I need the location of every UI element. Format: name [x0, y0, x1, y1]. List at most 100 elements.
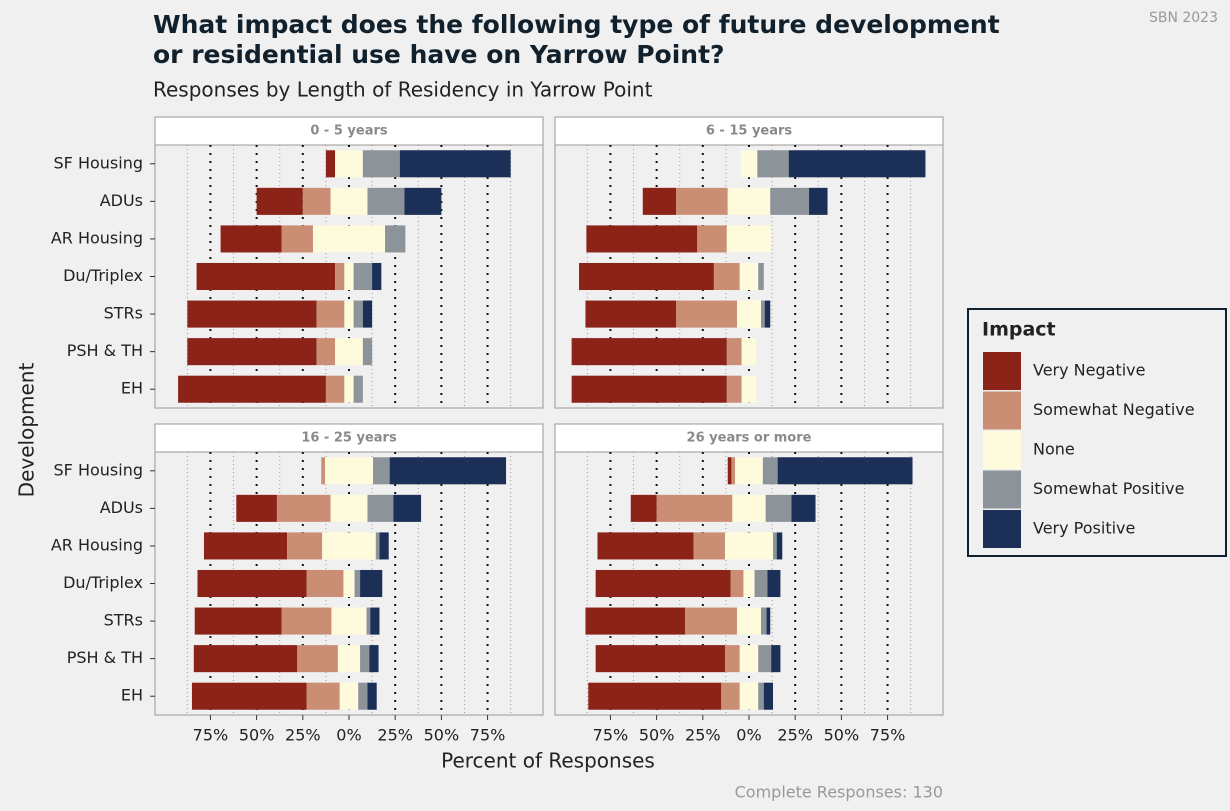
- bar-segment: [724, 645, 740, 673]
- bar-segment: [697, 225, 727, 253]
- bar-segment: [685, 607, 737, 635]
- legend-label: Very Positive: [1033, 519, 1135, 538]
- y-tick-label: SF Housing: [54, 153, 143, 172]
- bar-segment: [353, 300, 363, 328]
- caption: Complete Responses: 130: [735, 783, 943, 802]
- y-tick-label: PSH & TH: [67, 341, 143, 360]
- y-tick-label: AR Housing: [51, 535, 143, 554]
- bar-segment: [776, 532, 783, 560]
- bar-segment: [788, 150, 926, 178]
- strip: [154, 116, 544, 146]
- x-tick-label: 0%: [336, 726, 361, 745]
- bar-segment: [343, 569, 355, 598]
- bar-segment: [758, 682, 764, 710]
- bar-segment: [362, 338, 373, 366]
- bar-segment: [196, 262, 336, 291]
- y-tick-label: Du/Triplex: [63, 573, 143, 592]
- strip: [554, 423, 944, 453]
- bar-segment: [316, 338, 336, 366]
- bar-segment: [767, 569, 781, 598]
- bar-segment: [726, 225, 772, 253]
- bar-segment: [360, 645, 370, 673]
- bar-segment: [389, 457, 507, 485]
- bar-segment: [302, 187, 331, 215]
- bar-segment: [344, 262, 354, 291]
- legend-label: Very Negative: [1033, 361, 1145, 380]
- bar-segment: [727, 457, 732, 485]
- legend-key: [983, 510, 1021, 548]
- y-tick-label: STRs: [104, 304, 143, 323]
- bar-segment: [321, 457, 325, 485]
- bar-segment: [571, 338, 727, 366]
- bar-segment: [791, 494, 816, 522]
- source: SBN 2023: [1149, 10, 1218, 26]
- y-tick-label: SF Housing: [54, 460, 143, 479]
- x-tick-label: 75%: [470, 726, 506, 745]
- x-tick-label: 50%: [239, 726, 275, 745]
- bar-segment: [758, 262, 764, 291]
- bar-segment: [335, 262, 345, 291]
- x-tick-label: 75%: [193, 726, 229, 745]
- bar-segment: [191, 682, 307, 710]
- bar-segment: [597, 532, 694, 560]
- bar-segment: [367, 682, 377, 710]
- x-tick-label: 25%: [285, 726, 321, 745]
- bar-segment: [367, 187, 405, 215]
- bar-segment: [676, 300, 737, 328]
- bar-segment: [741, 338, 757, 366]
- bar-segment: [331, 607, 367, 635]
- panel-title: 6 - 15 years: [706, 124, 793, 139]
- bar-segment: [339, 682, 359, 710]
- bar-segment: [344, 375, 354, 403]
- x-tick-label: 50%: [639, 726, 675, 745]
- bar-segment: [404, 187, 442, 215]
- bar-segment: [739, 262, 759, 291]
- bar-segment: [735, 457, 763, 485]
- bar-segment: [236, 494, 277, 522]
- bar-segment: [373, 457, 390, 485]
- bar-segment: [730, 569, 744, 598]
- bar-segment: [736, 300, 762, 328]
- legend-key: [983, 391, 1021, 430]
- bar-segment: [187, 300, 317, 328]
- bar-segment: [362, 300, 373, 328]
- y-tick-label: STRs: [104, 611, 143, 630]
- bar-segment: [370, 607, 380, 635]
- bar-segment: [721, 682, 740, 710]
- bar-segment: [335, 150, 363, 178]
- bar-segment: [764, 300, 771, 328]
- bar-segment: [726, 338, 742, 366]
- bar-segment: [178, 375, 326, 403]
- bar-segment: [642, 187, 677, 215]
- bar-segment: [281, 225, 313, 253]
- strip: [554, 116, 944, 146]
- bar-segment: [763, 682, 774, 710]
- x-tick-label: 50%: [824, 726, 860, 745]
- y-tick-label: EH: [121, 686, 143, 705]
- bar-segment: [256, 187, 303, 215]
- legend-label: None: [1033, 440, 1075, 459]
- bar-segment: [765, 494, 792, 522]
- bar-segment: [731, 457, 736, 485]
- bar-segment: [585, 607, 686, 635]
- bar-segment: [757, 150, 789, 178]
- y-tick-label: Du/Triplex: [63, 266, 143, 285]
- bar-segment: [203, 532, 288, 560]
- bar-segment: [739, 645, 759, 673]
- legend-key: [983, 431, 1021, 469]
- bar-segment: [354, 569, 361, 598]
- bar-segment: [693, 532, 725, 560]
- bar-segment: [758, 645, 772, 673]
- panel-title: 16 - 25 years: [301, 431, 397, 446]
- bar-segment: [375, 532, 380, 560]
- bar-segment: [324, 457, 374, 485]
- bar-segment: [325, 375, 345, 403]
- bar-segment: [362, 150, 400, 178]
- bar-segment: [353, 375, 363, 403]
- chart-title: or residential use have on Yarrow Point?: [153, 40, 725, 69]
- chart-subtitle: Responses by Length of Residency in Yarr…: [153, 78, 653, 102]
- bar-segment: [656, 494, 733, 522]
- y-tick-label: EH: [121, 379, 143, 398]
- bar-segment: [761, 300, 765, 328]
